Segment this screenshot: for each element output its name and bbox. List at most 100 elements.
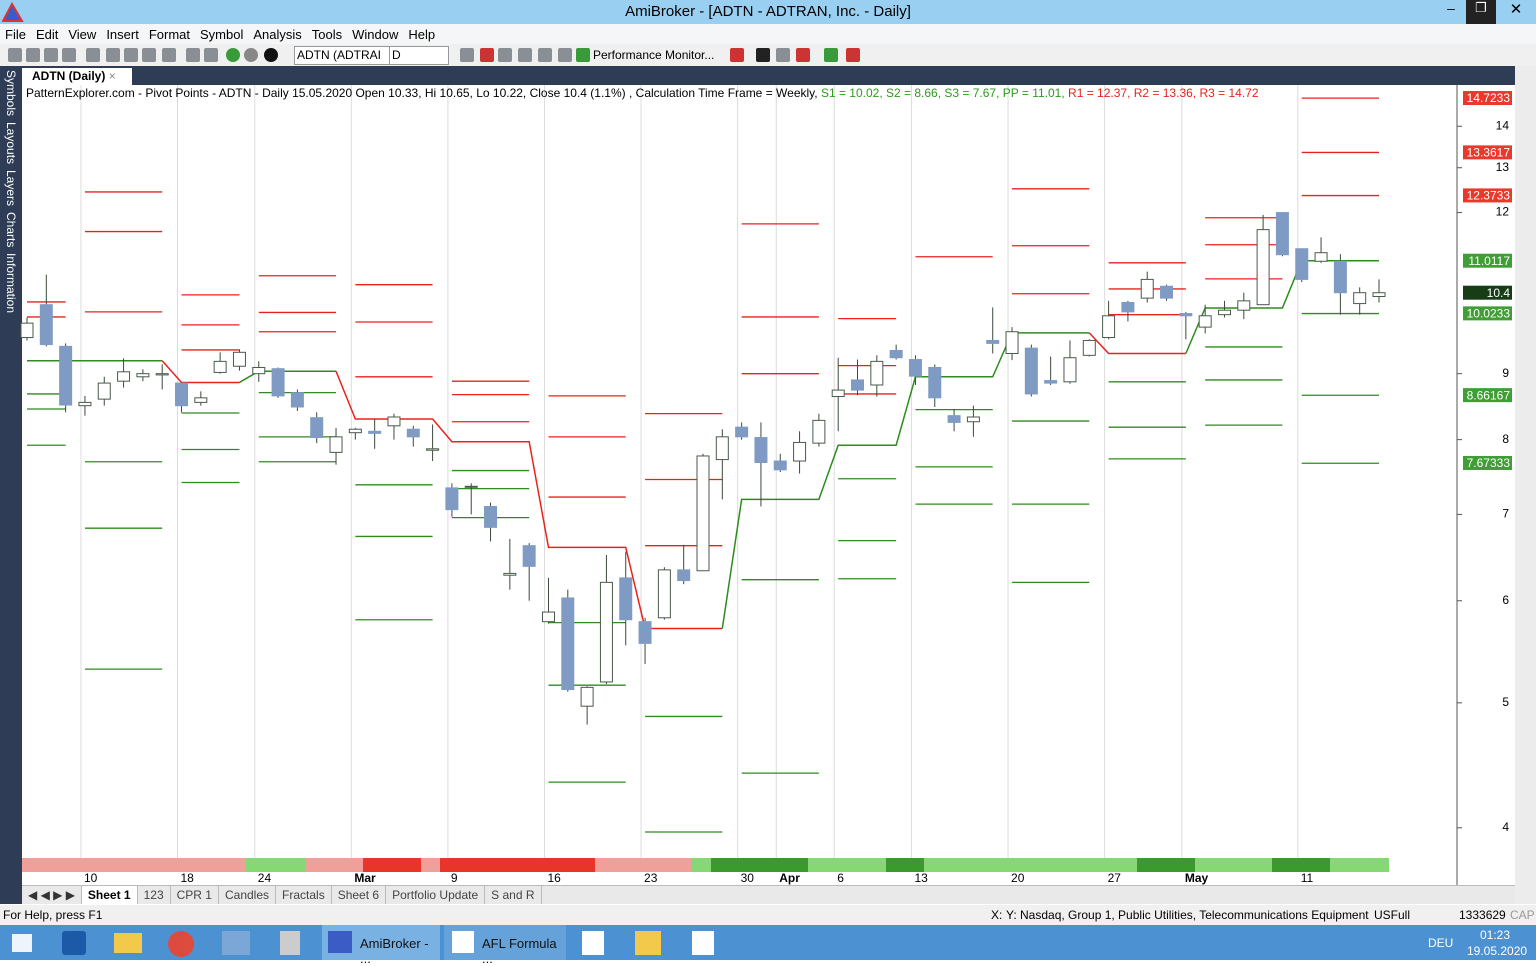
menu-item[interactable]: Tools [311, 27, 343, 42]
candle-body [580, 686, 594, 707]
candle-body [851, 379, 865, 391]
x-tick-label: 18 [181, 871, 195, 885]
clock-date[interactable]: 19.05.2020 [1467, 944, 1528, 958]
symbol-combo[interactable]: ADTN (ADTRAI [294, 46, 390, 65]
taskbar-app[interactable]: AmiBroker - ... [322, 925, 440, 966]
pivot-line [1185, 260, 1379, 354]
candle-body [947, 415, 961, 423]
close[interactable]: ✕ [1509, 1, 1523, 18]
x-tick-label: 11 [1301, 871, 1314, 885]
menu-item[interactable]: Symbol [200, 27, 244, 42]
menu-item[interactable]: Analysis [253, 27, 302, 42]
sheet-tab[interactable]: Fractals [276, 886, 332, 904]
restore[interactable]: ❐ [1466, 0, 1496, 24]
taskbar-icon[interactable] [692, 931, 714, 955]
candle-body [252, 366, 266, 375]
taskbar-app-label: AmiBroker - ... [360, 936, 429, 966]
candle-body [20, 322, 34, 339]
candle-body [754, 437, 768, 463]
taskbar-icon[interactable] [222, 931, 250, 955]
taskbar-icon[interactable] [280, 931, 300, 955]
menu-item[interactable]: View [68, 27, 97, 42]
sheet-nav[interactable]: ◀ ◀ ▶ ▶ [22, 886, 82, 904]
status-group: Nasdaq, Group 1, Public Utilities, Telec… [1020, 908, 1369, 922]
menu-item[interactable]: Window [352, 27, 399, 42]
x-tick-label: Apr [779, 871, 800, 885]
price-label: 12.3733 [1467, 189, 1511, 203]
lang[interactable]: DEU [1428, 936, 1454, 950]
y-tick-label: 8 [1502, 432, 1509, 446]
status-x: X: [991, 908, 1003, 922]
status-cap: CAP [1510, 908, 1535, 922]
taskbar-icon[interactable] [62, 931, 86, 955]
sheet-tab[interactable]: Sheet 6 [332, 886, 387, 904]
candle-body [619, 577, 633, 621]
candle-body [310, 417, 324, 439]
candle-body [1275, 212, 1289, 256]
drawing-toolbar [1515, 66, 1536, 904]
sheet-tab[interactable]: Portfolio Update [386, 886, 486, 904]
taskbar: AmiBroker - ... AFL Formula ... DEU 01:2… [0, 925, 1536, 966]
menu-item[interactable]: Edit [35, 27, 59, 42]
candle-body [78, 401, 92, 407]
side-tab[interactable]: Information [4, 253, 18, 314]
chart-tab[interactable]: ADTN (Daily) × [22, 68, 132, 85]
taskbar-icon[interactable] [635, 931, 661, 955]
window-title: AmiBroker - [ADTN - ADTRAN, Inc. - Daily… [625, 3, 911, 20]
sheet-tab[interactable]: Sheet 1 [81, 886, 138, 904]
sheet-tab[interactable]: CPR 1 [171, 886, 219, 904]
candle-body [329, 436, 343, 453]
chart-tab-label: ADTN (Daily) [32, 69, 106, 83]
taskbar-icon[interactable] [168, 931, 194, 957]
minimize[interactable]: – [1447, 0, 1455, 16]
candle-body [97, 382, 111, 400]
candle-body [522, 545, 536, 567]
candle-body [1140, 278, 1154, 299]
candle-body [561, 597, 575, 691]
candle-body [677, 569, 691, 582]
side-tab[interactable]: Symbols [4, 70, 18, 117]
clock-time[interactable]: 01:23 [1480, 928, 1511, 942]
candle-body [464, 485, 478, 488]
side-tab[interactable]: Layouts [4, 122, 18, 165]
taskbar-icon[interactable] [114, 933, 142, 953]
x-tick-label: 23 [644, 871, 658, 885]
sheet-tab[interactable]: S and R [485, 886, 542, 904]
start-button[interactable] [12, 934, 32, 952]
candle-body [271, 368, 285, 397]
candle-body [657, 569, 671, 619]
menu-item[interactable]: Format [148, 27, 190, 42]
tab-row: ADTN (Daily) × [0, 66, 1536, 85]
candle-body [194, 397, 208, 403]
x-tick-label: 13 [914, 871, 928, 885]
taskbar-icon[interactable] [582, 931, 604, 955]
status-y: Y: [1006, 908, 1017, 922]
y-axis-area [1457, 85, 1515, 885]
side-tab[interactable]: Layers [4, 170, 18, 207]
candle-body [1005, 331, 1019, 355]
status-help: For Help, press F1 [3, 908, 103, 922]
candle-body [638, 621, 652, 644]
interval-combo[interactable]: D [389, 46, 449, 65]
candle-body [986, 339, 1000, 344]
sheet-tab[interactable]: 123 [138, 886, 171, 904]
x-tick-label: 6 [837, 871, 844, 885]
header-support: S1 = 10.02, S2 = 8.66, S3 = 7.67, PP = 1… [820, 86, 1065, 100]
performance-monitor[interactable]: Performance Monitor... [593, 48, 715, 62]
menu-item[interactable]: Help [408, 27, 436, 42]
trend-band [22, 858, 1389, 872]
side-tab[interactable]: Charts [4, 212, 18, 248]
menu-item[interactable]: Insert [106, 27, 139, 42]
x-tick-label: 30 [741, 871, 755, 885]
x-tick-label: 16 [547, 871, 561, 885]
app-icon [2, 2, 24, 22]
taskbar-app[interactable]: AFL Formula ... [444, 925, 566, 966]
sheet-tab[interactable]: Candles [219, 886, 277, 904]
price-label: 14.7233 [1467, 91, 1511, 105]
y-tick-label: 13 [1496, 160, 1510, 174]
plot-area [22, 85, 1457, 858]
candle-body [773, 460, 787, 471]
chart-header: PatternExplorer.com - Pivot Points - ADT… [26, 86, 1259, 100]
menu-item[interactable]: File [5, 27, 26, 42]
